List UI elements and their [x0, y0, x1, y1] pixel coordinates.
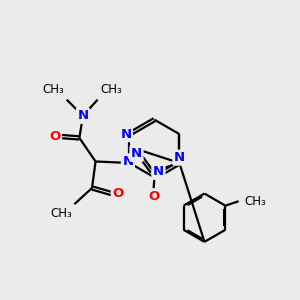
Text: N: N	[174, 151, 185, 164]
Text: N: N	[131, 147, 142, 160]
Text: CH₃: CH₃	[43, 83, 64, 96]
Text: O: O	[49, 130, 61, 143]
Text: N: N	[120, 128, 131, 141]
Text: N: N	[122, 155, 134, 168]
Text: N: N	[77, 109, 88, 122]
Text: CH₃: CH₃	[50, 206, 72, 220]
Text: N: N	[153, 165, 164, 178]
Text: O: O	[148, 190, 159, 203]
Text: CH₃: CH₃	[244, 195, 266, 208]
Text: CH₃: CH₃	[100, 83, 122, 96]
Text: O: O	[112, 188, 124, 200]
